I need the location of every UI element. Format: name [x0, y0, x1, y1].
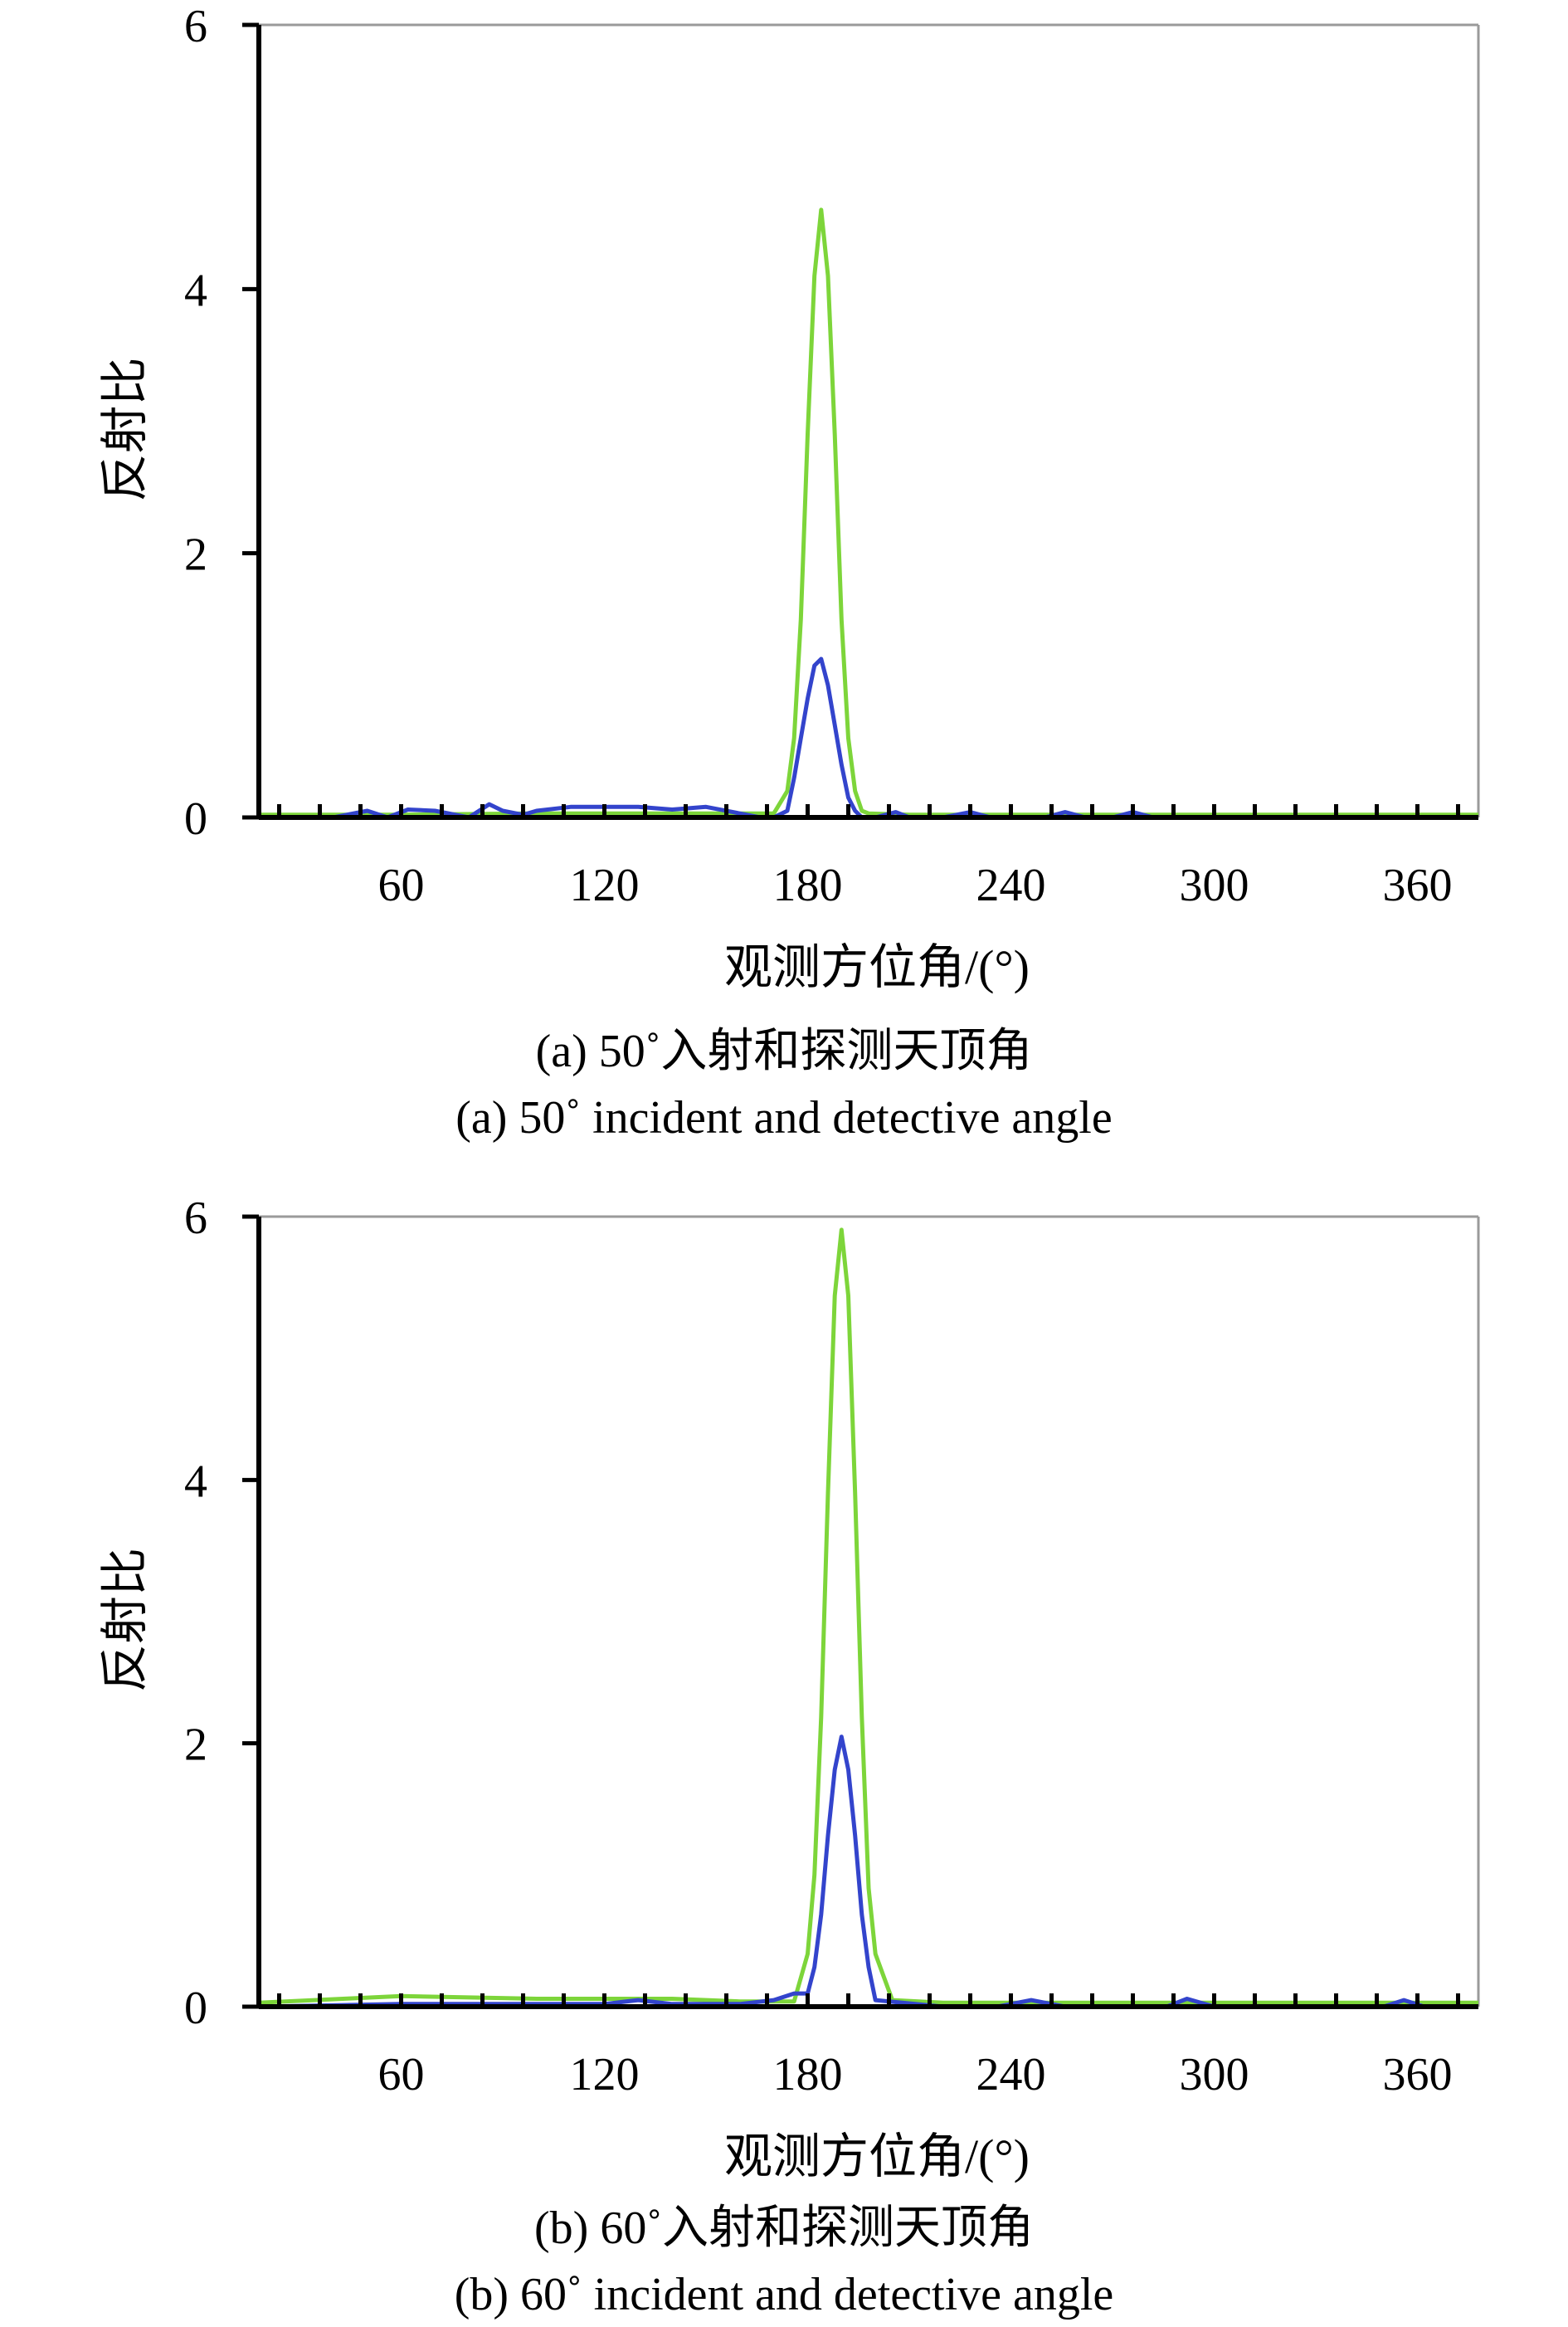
x-tick-label: 240 — [976, 2049, 1046, 2100]
series-line-2 — [259, 656, 1478, 820]
chart-panel-a: 0 2 4 6 60 120 180 240 300 360 观测方位角/(°) 反射比 (a) 50… — [0, 0, 1568, 1162]
x-tick-label: 120 — [570, 860, 640, 911]
x-axis-label: 观测方位角/(°) — [724, 940, 1030, 994]
x-tick-label: 360 — [1383, 2049, 1453, 2100]
x-tick-label: 60 — [378, 860, 425, 911]
y-tick-label: 6 — [184, 1193, 207, 1244]
y-tick-label: 2 — [184, 529, 207, 581]
x-tick-label: 180 — [773, 860, 843, 911]
y-axis-label: 反射比 — [98, 357, 152, 501]
y-tick-label: 4 — [184, 265, 207, 316]
chart-panel-b: 0 2 4 6 60 120 180 240 300 360 观测方位角/(°) 反射比 (b) 60… — [0, 1162, 1568, 2327]
caption-en-b: (b) 60˚ incident and detective angle — [454, 2269, 1114, 2320]
caption-cn-a: (a) 50˚入射和探测天顶角 — [535, 1026, 1033, 1077]
series-line-1 — [258, 1227, 1478, 2005]
x-tick-label: 300 — [1180, 2049, 1249, 2100]
caption-en-a: (a) 50˚ incident and detective angle — [455, 1092, 1113, 1144]
y-axis-label: 反射比 — [98, 1548, 152, 1692]
y-tick-label: 2 — [184, 1720, 207, 1771]
y-tick-label: 4 — [184, 1456, 207, 1507]
y-tick-label: 0 — [184, 793, 207, 845]
caption-cn-b: (b) 60˚入射和探测天顶角 — [534, 2203, 1034, 2254]
x-tick-label: 180 — [773, 2049, 843, 2100]
x-tick-label: 120 — [570, 2049, 640, 2100]
x-tick-label: 300 — [1180, 860, 1249, 911]
chart-b: 0 2 4 6 60 120 180 240 300 360 观测方位角/(°) 反射比 — [98, 1193, 1480, 2183]
chart-a: 0 2 4 6 60 120 180 240 300 360 观测方位角/(°) 反射比 — [98, 1, 1480, 994]
x-axis-label: 观测方位角/(°) — [724, 2129, 1030, 2183]
x-tick-label: 60 — [378, 2049, 425, 2100]
series-line-2 — [258, 1734, 1478, 2009]
series-line-1 — [259, 207, 1478, 817]
y-tick-label: 0 — [184, 1983, 207, 2034]
x-tick-label: 240 — [976, 860, 1046, 911]
x-tick-label: 360 — [1383, 860, 1453, 911]
y-tick-label: 6 — [184, 1, 207, 52]
